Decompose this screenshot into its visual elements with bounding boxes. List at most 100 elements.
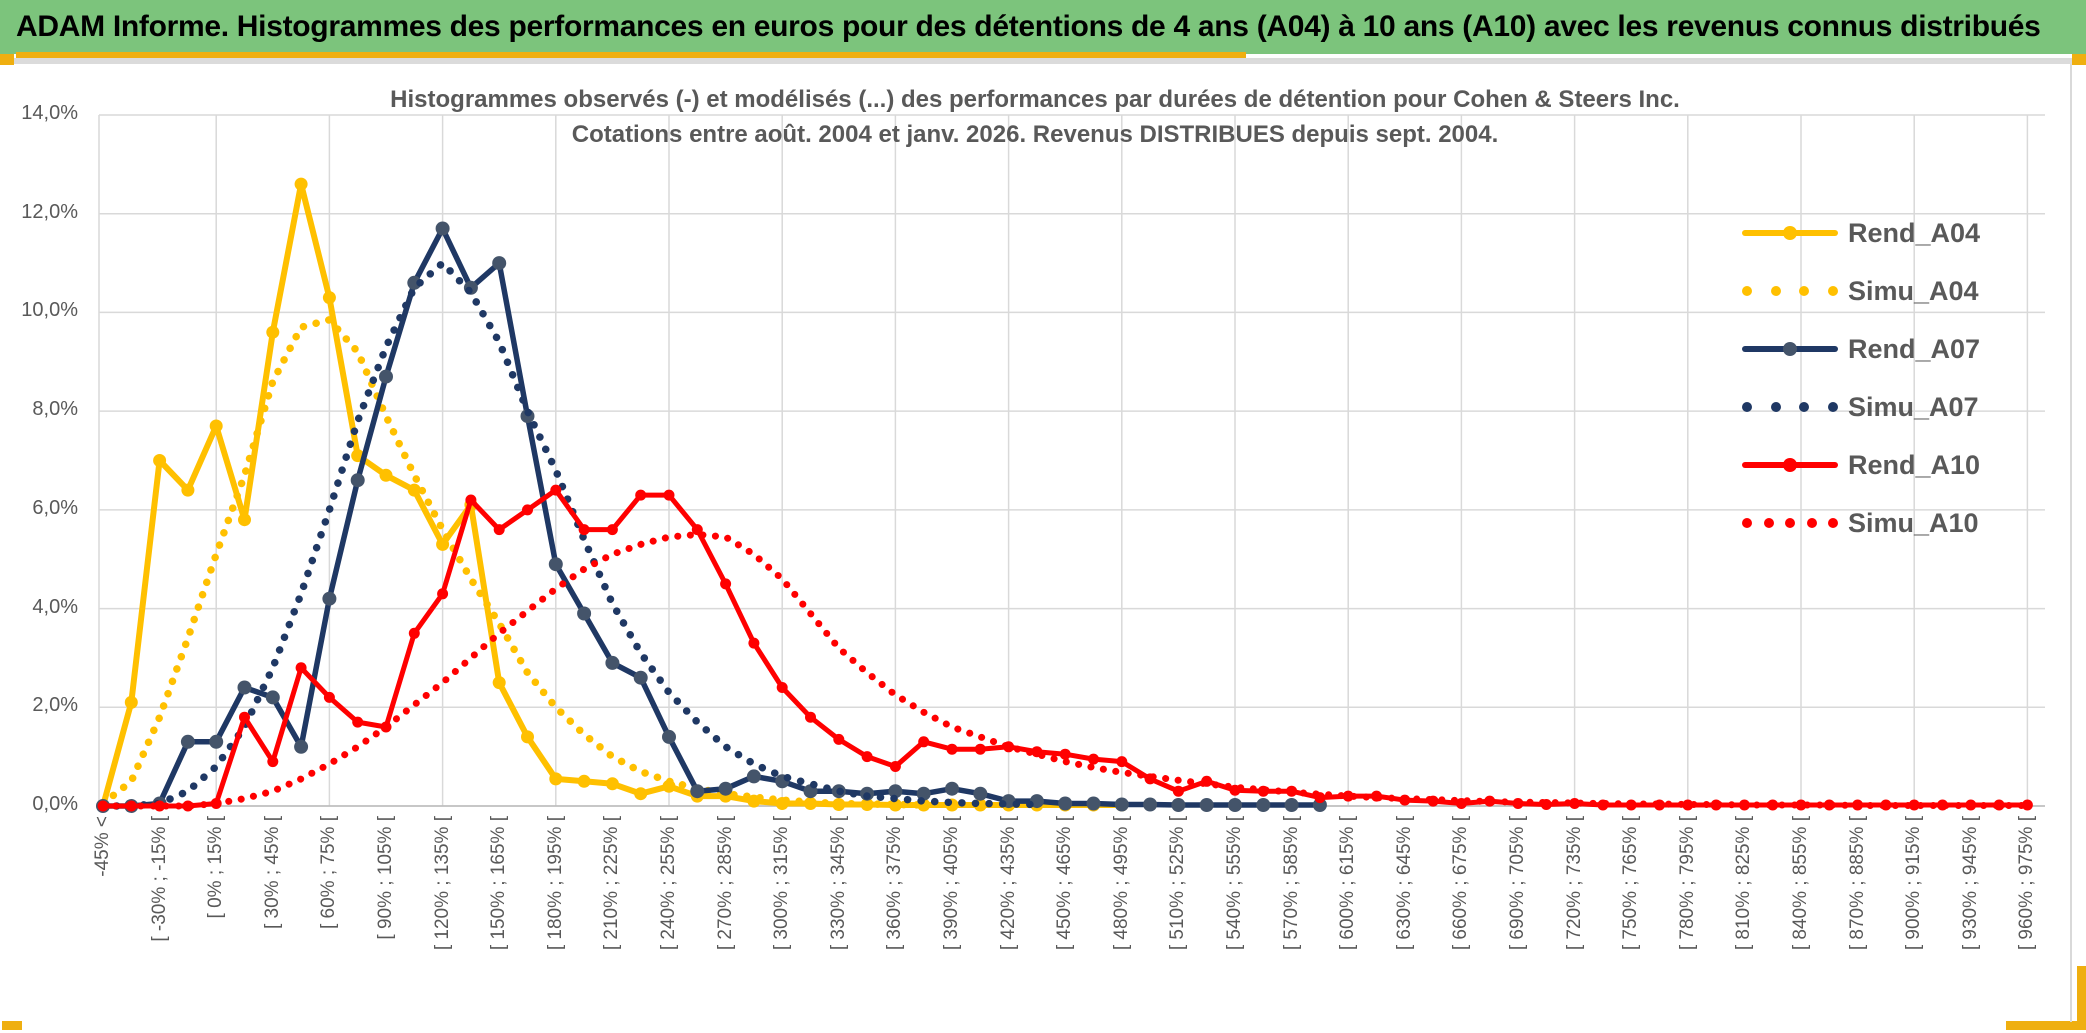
gold-corner-bottom-right-h [2006,1021,2086,1030]
legend-marker-dot [1783,342,1797,356]
series-Rend_A04-marker [407,483,421,497]
x-tick-label: [ 510% ; 525% [ [1167,816,1189,951]
chart-title-line2: Cotations entre août. 2004 et janv. 2026… [571,121,1499,148]
series-Rend_A10-marker [691,524,703,536]
series-Rend_A10-marker [550,484,562,496]
series-Rend_A04-marker [521,730,534,744]
series-Rend_A10-marker [522,504,533,516]
series-Rend_A10-marker [154,800,166,812]
series-Rend_A10-marker [1795,799,1807,811]
series-Rend_A04-line [100,181,1122,808]
series-Simu_A10-line [99,531,2031,810]
legend-dotted-line-icon [1742,402,1838,412]
series-Rend_A04-marker [605,777,619,791]
legend-dots-sample [1742,402,1838,412]
series-Rend_A04-marker [266,325,280,339]
x-tick-label: -45% < [92,816,113,877]
legend-dot [1828,518,1838,528]
legend-label: Simu_A04 [1848,275,1979,306]
legend-label: Rend_A07 [1848,333,1981,364]
x-tick-label: [ 780% ; 795% [ [1676,816,1698,951]
series-Rend_A10-marker [465,494,477,506]
y-tick-label: 0,0% [32,793,78,815]
x-tick-label: [ 60% ; 75% [ [318,816,340,930]
series-Rend_A10-marker [889,761,901,772]
series-Rend_A07-marker [548,557,563,572]
x-tick-label: [ 30% ; 45% [ [261,816,283,930]
legend-dot [1799,402,1810,412]
series-Rend_A07-marker [1256,798,1271,812]
series-Rend_A10-marker [578,524,590,536]
series-Simu_A04-line [99,316,928,809]
series-Rend_A04-marker [294,177,308,191]
series-Rend_A04-marker [322,291,336,305]
x-tick-label: [ 630% ; 645% [ [1393,816,1415,951]
series-Rend_A07-marker [209,734,224,749]
series-Rend_A04-marker [492,676,506,690]
series-Rend_A07-marker [1143,797,1158,812]
legend-solid-line-icon [1742,458,1838,472]
x-tick-label: [ 480% ; 495% [ [1110,816,1132,951]
legend-dot [1742,518,1752,528]
legend-item-Simu_A04[interactable]: Simu_A04 [1742,262,1980,320]
legend-item-Rend_A10[interactable]: Rend_A10 [1742,436,1980,494]
series-Rend_A07-marker [1114,797,1129,812]
x-tick-label: [ 660% ; 675% [ [1450,816,1472,951]
series-Rend_A10-marker [833,733,845,745]
legend-item-Simu_A07[interactable]: Simu_A07 [1742,378,1980,436]
x-tick-label: [ 360% ; 375% [ [884,816,906,951]
series-Rend_A07-marker [718,781,733,796]
series-Rend_A07-marker [265,690,280,705]
legend-dot [1827,286,1838,296]
header-title: ADAM Informe. Histogrammes des performan… [16,10,2041,43]
series-Rend_A10-marker [1682,799,1694,811]
x-tick-label: [ 180% ; 195% [ [544,816,566,951]
x-tick-label: [ 120% ; 135% [ [431,816,453,951]
series-Rend_A10-marker [663,489,675,501]
series-Rend_A07-marker [1058,796,1073,811]
legend-label: Rend_A10 [1848,449,1981,480]
x-tick-label: [ 270% ; 285% [ [714,816,736,951]
series-Rend_A10-marker [946,743,958,755]
legend-item-Rend_A07[interactable]: Rend_A07 [1742,320,1980,378]
series-Rend_A07-marker [1284,798,1299,812]
series-Rend_A07-marker [605,655,620,670]
legend-dot [1763,518,1774,528]
x-tick-label: [ 840% ; 855% [ [1790,816,1811,951]
gold-corner-bottom-left [2,1021,22,1030]
series-Rend_A07-marker [916,786,931,801]
series-Rend_A07-marker [662,729,676,744]
series-Rend_A07-marker [180,734,195,749]
series-Rend_A10-marker [267,756,279,768]
x-tick-label: [ 90% ; 105% [ [375,816,396,940]
chart-title-line1: Histogrammes observés (-) et modélisés (… [390,86,1680,113]
series-Rend_A10-marker [352,716,364,728]
y-tick-label: 14,0% [21,102,78,124]
series-Rend_A10-marker [635,489,647,501]
legend-item-Rend_A04[interactable]: Rend_A04 [1742,204,1980,262]
x-tick-label: [ 390% ; 405% [ [941,816,962,951]
x-tick-label: [ 930% ; 945% [ [1959,816,1981,951]
x-tick-label: [ 300% ; 315% [ [771,816,793,951]
series-Rend_A10-marker [861,751,873,763]
legend-dot [1770,286,1781,296]
series-Rend_A10-marker [1569,798,1581,809]
y-tick-label: 4,0% [32,595,78,618]
series-Rend_A10-marker [295,662,307,674]
series-Rend_A04-marker [153,454,167,467]
series-Rend_A10-marker [1116,756,1128,768]
series-Rend_A07-marker [492,256,507,271]
series-Rend_A07-marker [577,606,592,621]
series-Rend_A04-marker [436,537,450,551]
series-Rend_A07-marker [1199,798,1214,812]
legend-item-Simu_A10[interactable]: Simu_A10 [1742,494,1980,552]
series-Rend_A07-marker [633,670,648,685]
legend-dot [1742,286,1752,296]
series-Rend_A07-marker [435,221,450,236]
series-Rend_A07-marker [379,369,393,384]
series-Rend_A10-marker [2021,799,2033,811]
legend-dot [1785,518,1795,528]
series-Rend_A07-marker [1171,798,1186,812]
series-Rend_A10-marker [1908,799,1920,811]
